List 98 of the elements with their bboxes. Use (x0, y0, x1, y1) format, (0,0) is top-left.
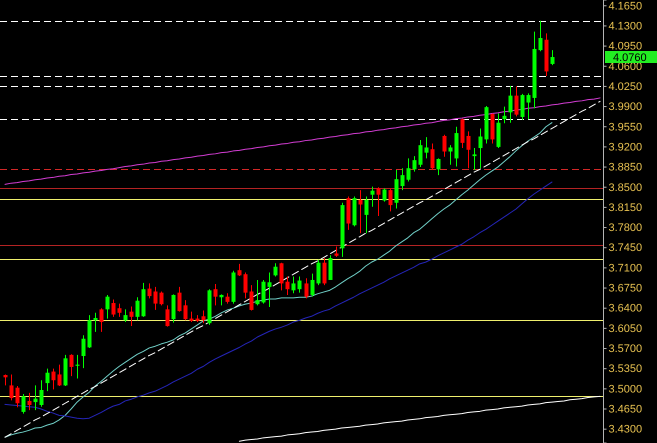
candlestick (148, 282, 152, 299)
candlestick (430, 142, 434, 170)
candlestick (256, 279, 260, 306)
candlestick (202, 310, 206, 324)
candlestick (136, 296, 140, 321)
candlestick (190, 311, 194, 323)
candlestick (394, 169, 398, 210)
candlestick (52, 368, 56, 390)
y-tick-label: 3.5350 (608, 363, 642, 376)
y-tick-label: 3.5000 (608, 383, 642, 396)
candlestick (538, 20, 542, 52)
candlestick (280, 262, 284, 291)
y-tick-label: 3.9900 (608, 101, 642, 114)
y-tick-label: 3.7450 (608, 242, 642, 254)
y-tick-label: 4.0950 (608, 40, 642, 53)
candlestick (100, 308, 104, 332)
candlestick (412, 156, 416, 172)
y-tick-label: 3.6400 (608, 302, 642, 315)
candlestick (250, 284, 254, 312)
candlestick (478, 128, 482, 169)
candlestick (268, 272, 272, 308)
candlestick (154, 286, 158, 310)
candlestick (214, 284, 218, 306)
candlestick (520, 93, 524, 120)
candlestick (436, 158, 440, 176)
candlestick (76, 354, 80, 379)
y-tick-label: 3.4650 (608, 404, 642, 416)
line-series (238, 396, 600, 442)
candlestick (382, 188, 386, 202)
candlestick (94, 312, 98, 332)
candlestick (400, 168, 404, 191)
candlestick (226, 292, 230, 304)
candlestick (358, 190, 362, 234)
candlestick (514, 86, 518, 117)
candlestick (124, 308, 128, 323)
candlestick (442, 134, 446, 158)
candlestick (112, 299, 116, 318)
candlestick (316, 259, 320, 286)
y-tick-label: 3.6750 (608, 282, 642, 295)
y-tick-label: 3.6050 (608, 322, 642, 335)
y-tick-label: 3.7100 (608, 262, 642, 274)
candlestick (184, 300, 188, 321)
candlestick (424, 136, 428, 159)
candlestick (286, 276, 290, 296)
candlestick (262, 279, 266, 304)
y-tick-label: 4.1650 (608, 0, 642, 12)
candlestick (460, 118, 464, 149)
candlestick (448, 144, 452, 166)
candlestick (322, 258, 326, 286)
y-tick-label: 3.8150 (608, 202, 642, 214)
candlestick (238, 263, 242, 276)
candlestick (310, 273, 314, 298)
candlestick (292, 276, 296, 294)
candlestick (328, 254, 332, 280)
candlestick (34, 384, 38, 411)
candlestick (304, 278, 308, 299)
y-tick-label: 3.8500 (608, 182, 642, 194)
y-tick-label: 4.1300 (608, 20, 642, 32)
candlestick (388, 188, 392, 212)
candlestick (58, 364, 62, 386)
y-tick-label: 3.7800 (608, 222, 642, 234)
y-tick-label: 3.4300 (608, 424, 642, 436)
candlestick (10, 374, 14, 401)
y-tick-label: 3.8850 (608, 162, 642, 174)
candlestick (166, 304, 170, 328)
y-tick-label: 3.5700 (608, 343, 642, 356)
candlestick (550, 50, 554, 66)
y-tick-label: 3.9200 (608, 141, 642, 154)
candlestick (106, 294, 110, 320)
candlestick (274, 262, 278, 278)
candlestick (178, 286, 182, 312)
candlestick (130, 306, 134, 327)
candlestick (4, 374, 8, 386)
candlestick (466, 130, 470, 169)
y-tick-label: 4.0250 (608, 80, 642, 93)
candlestick (220, 294, 224, 306)
line-series (4, 182, 552, 420)
text: 4.0760 (613, 52, 647, 64)
candlestick (16, 385, 20, 408)
y-tick-label: 3.9550 (608, 121, 642, 134)
candlestick (46, 368, 50, 392)
candlestick (40, 380, 44, 408)
candlestick (28, 392, 32, 411)
candlestick (526, 92, 530, 120)
candlestick (376, 186, 380, 217)
candlestick (70, 354, 74, 377)
candlestick (364, 196, 368, 234)
candlestick (118, 303, 122, 318)
candlestick (160, 290, 164, 306)
candlestick (298, 276, 302, 294)
candlestick (406, 158, 410, 182)
candlestick (508, 85, 512, 124)
candlestick (370, 186, 374, 208)
candlestick (334, 246, 338, 258)
candlestick (244, 272, 248, 299)
candlestick (82, 334, 86, 369)
candlestick (22, 394, 26, 414)
candlestick (418, 139, 422, 168)
